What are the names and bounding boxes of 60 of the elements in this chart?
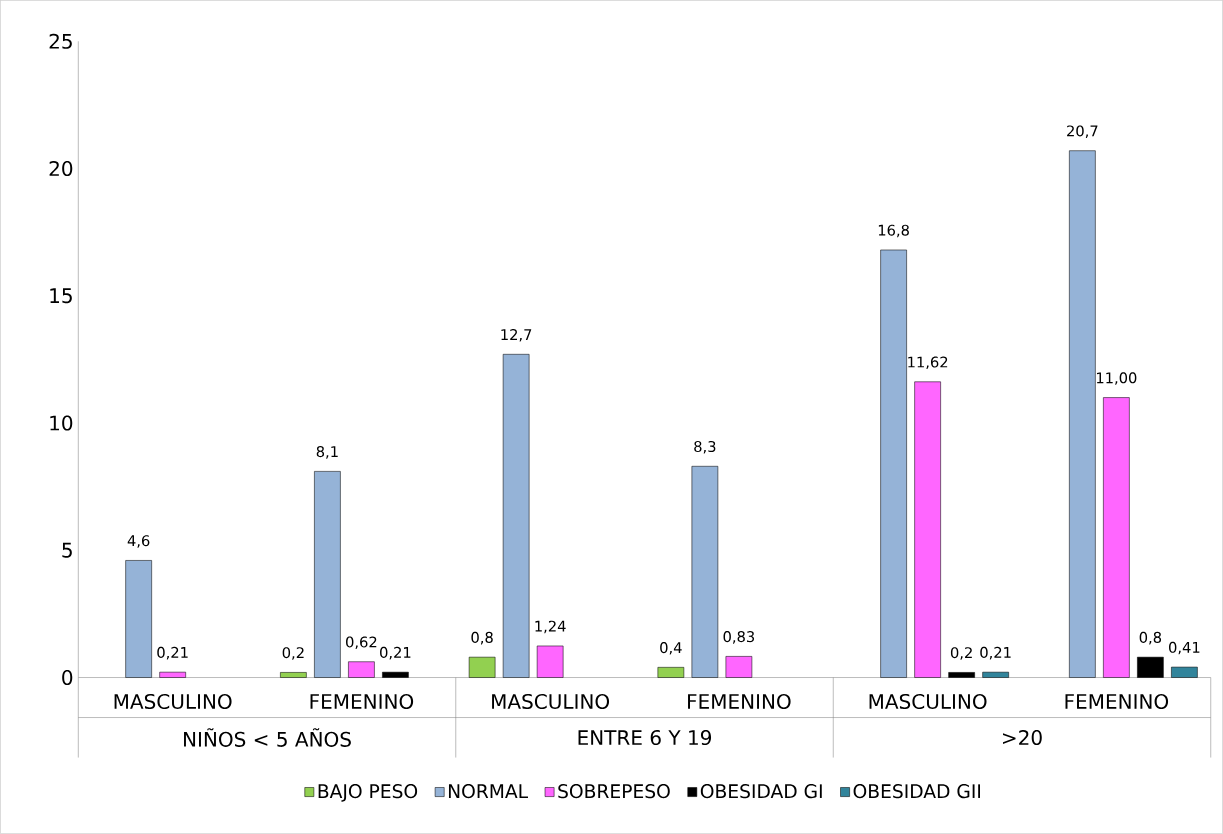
data-label: 16,8 <box>878 224 909 238</box>
text: NIÑOS < 5 AÑOS <box>184 728 351 747</box>
data-label: 0,21 <box>380 646 411 660</box>
bar <box>1103 397 1130 678</box>
bar <box>502 354 530 678</box>
x-tick-label: FEMENINO <box>1065 694 1169 710</box>
text: ENTRE 6 Y 19 <box>578 730 712 746</box>
x-tick-label: MASCULINO <box>492 694 610 710</box>
data-label: 0,4 <box>660 642 682 655</box>
bar <box>125 560 152 678</box>
x-tick-label: FEMENINO <box>688 694 791 710</box>
data-label: 0,62 <box>346 636 377 650</box>
data-label: 1,24 <box>535 620 566 634</box>
bar <box>314 471 341 678</box>
data-label: 20,7 <box>1067 125 1098 139</box>
bar <box>1171 666 1198 678</box>
legend-label: NORMAL <box>448 784 528 799</box>
data-label: 11,00 <box>1096 372 1137 385</box>
y-tick-label: 10 <box>50 415 73 431</box>
bar <box>536 645 564 678</box>
bar <box>948 672 975 678</box>
legend-label: SOBREPESO <box>558 784 670 799</box>
y-tick-label: 0 <box>62 670 73 686</box>
data-label: 8,1 <box>316 446 338 459</box>
y-tick-label: 25 <box>49 33 72 49</box>
data-label: 0,8 <box>471 631 493 645</box>
bar <box>657 667 685 678</box>
bar <box>382 671 409 678</box>
bar <box>880 249 907 678</box>
data-label: 0,8 <box>1139 631 1162 645</box>
data-label: 11,62 <box>908 356 948 370</box>
data-label: 4,6 <box>127 535 150 548</box>
bar <box>159 671 186 678</box>
data-label: 0,21 <box>980 646 1011 660</box>
legend-label: BAJO PESO <box>318 784 418 802</box>
bar <box>691 466 719 678</box>
bar <box>982 671 1009 678</box>
data-label: 0,21 <box>157 646 188 660</box>
y-tick-label: 5 <box>62 542 72 558</box>
legend-label: OBESIDAD GII <box>853 784 981 799</box>
x-tick-label: MASCULINO <box>114 694 232 710</box>
bar <box>468 656 496 678</box>
bar <box>1137 656 1164 678</box>
bar <box>725 656 753 678</box>
legend-label: OBESIDAD GI <box>700 784 822 799</box>
data-label: 12,7 <box>501 329 532 342</box>
data-label: 0,2 <box>282 647 304 660</box>
text: >20 <box>1003 730 1042 746</box>
data-label: 8,3 <box>694 441 716 454</box>
data-label: 0,41 <box>1169 641 1200 655</box>
x-tick-label: FEMENINO <box>310 694 414 710</box>
data-label: 0,2 <box>950 647 972 660</box>
bar <box>914 381 941 678</box>
x-tick-label: MASCULINO <box>869 694 987 710</box>
data-label: 0,83 <box>723 631 755 644</box>
bar <box>1069 150 1096 678</box>
bar <box>348 661 375 678</box>
y-tick-label: 15 <box>50 288 72 304</box>
y-tick-label: 20 <box>49 161 73 177</box>
bar <box>280 672 307 678</box>
